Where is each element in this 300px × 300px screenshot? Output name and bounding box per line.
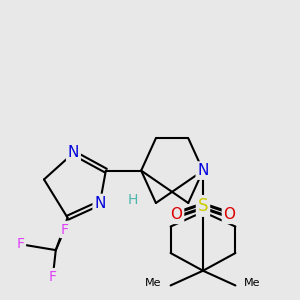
Text: N: N <box>94 196 106 211</box>
Text: N: N <box>68 146 79 160</box>
Text: F: F <box>61 223 69 236</box>
Text: Me: Me <box>244 278 261 287</box>
Text: O: O <box>224 207 236 222</box>
Text: N: N <box>197 163 209 178</box>
Text: O: O <box>170 207 182 222</box>
Text: F: F <box>16 237 24 251</box>
Text: Me: Me <box>145 278 162 287</box>
Text: F: F <box>49 270 57 283</box>
Text: H: H <box>127 193 137 207</box>
Text: S: S <box>198 197 208 215</box>
